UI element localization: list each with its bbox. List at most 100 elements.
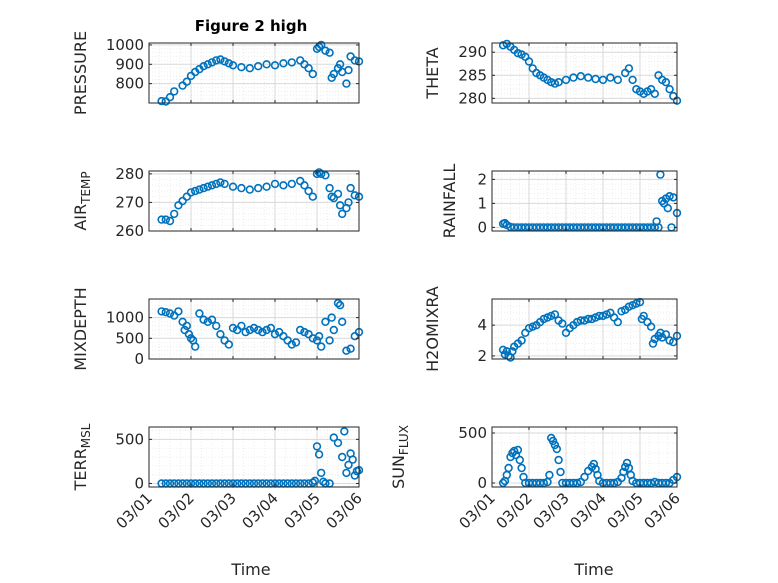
data-point xyxy=(270,179,280,189)
data-point xyxy=(161,308,171,317)
data-point xyxy=(237,62,246,72)
axes-box xyxy=(148,426,360,488)
data-point xyxy=(329,69,338,79)
data-point xyxy=(502,347,511,356)
data-point xyxy=(237,183,246,193)
data-point xyxy=(661,330,671,339)
y-tick-label: 1000 xyxy=(106,36,144,54)
y-tick-label: 500 xyxy=(115,430,144,448)
x-tick-label: 03/04 xyxy=(567,489,610,532)
data-point xyxy=(342,468,351,478)
data-point xyxy=(329,433,338,442)
data-point xyxy=(249,323,259,333)
data-point xyxy=(346,344,355,353)
data-point xyxy=(224,59,234,68)
scatter-series xyxy=(498,433,682,488)
data-point xyxy=(254,61,263,71)
y-tick-label: 800 xyxy=(115,75,144,93)
data-point xyxy=(344,198,353,207)
data-point xyxy=(329,325,338,335)
subplot-h2omixra: 2 4 H2OMIXRA xyxy=(423,286,682,372)
data-point xyxy=(279,332,288,341)
data-point xyxy=(186,188,196,197)
data-point xyxy=(550,310,560,319)
data-point xyxy=(245,185,255,194)
data-point xyxy=(199,315,208,324)
data-point xyxy=(327,313,336,322)
data-point xyxy=(182,192,192,201)
grid xyxy=(491,171,678,231)
data-point xyxy=(287,340,296,349)
data-point xyxy=(195,185,204,194)
axes-box xyxy=(491,298,678,360)
data-point xyxy=(350,191,359,200)
data-point xyxy=(314,450,324,459)
grid xyxy=(148,427,360,487)
data-point xyxy=(325,183,334,193)
data-point xyxy=(199,61,208,71)
x-tick-label: 03/02 xyxy=(155,489,198,532)
data-point xyxy=(550,440,560,450)
data-point xyxy=(346,183,355,193)
data-point xyxy=(254,183,263,193)
y-tick-label: 2 xyxy=(477,347,487,365)
data-point xyxy=(548,436,558,446)
x-tick-label: 03/01 xyxy=(456,489,499,532)
data-point xyxy=(350,56,359,65)
data-point xyxy=(157,307,166,316)
x-tick-label: 03/06 xyxy=(323,489,366,532)
data-point xyxy=(661,77,671,87)
data-point xyxy=(595,311,604,321)
x-tick-label: 03/05 xyxy=(281,489,324,532)
data-point xyxy=(350,471,359,480)
data-point xyxy=(561,75,571,85)
data-point xyxy=(212,179,221,189)
data-point xyxy=(552,444,561,454)
data-point xyxy=(170,311,179,320)
data-point xyxy=(550,79,560,88)
data-point xyxy=(338,317,347,326)
data-point xyxy=(203,60,213,69)
data-point xyxy=(338,209,347,219)
y-tick-label: 500 xyxy=(115,329,144,347)
data-point xyxy=(157,215,166,224)
data-point xyxy=(312,336,322,345)
data-point xyxy=(195,309,204,318)
data-point xyxy=(178,196,187,206)
data-point xyxy=(182,321,192,331)
subplot-mixdepth: 0 500 1000 MIXDEPTH xyxy=(71,287,364,371)
x-axis-label-right: Time xyxy=(573,560,613,579)
x-tick-label: 03/05 xyxy=(604,489,647,532)
data-point xyxy=(191,186,200,196)
data-point xyxy=(304,63,313,73)
y-tick-label: 280 xyxy=(115,165,144,183)
data-point xyxy=(646,322,656,331)
y-tick-label: 290 xyxy=(458,43,487,61)
data-point xyxy=(333,438,343,448)
data-point xyxy=(212,56,221,65)
data-point xyxy=(342,79,351,88)
data-point xyxy=(308,192,317,201)
data-point xyxy=(304,186,313,196)
data-point xyxy=(241,327,250,337)
data-point xyxy=(165,92,175,102)
data-point xyxy=(191,342,200,351)
data-point xyxy=(556,467,565,477)
data-point xyxy=(333,298,343,308)
data-point xyxy=(321,317,330,326)
data-point xyxy=(344,460,353,470)
data-point xyxy=(216,178,225,187)
data-point xyxy=(344,65,353,75)
axes-box xyxy=(148,42,360,104)
data-point xyxy=(317,468,326,478)
data-point xyxy=(203,182,213,191)
x-axis-label-left: Time xyxy=(230,560,270,579)
y-axis-label: RAINFALL xyxy=(440,164,459,239)
y-tick-label: 2 xyxy=(477,170,487,188)
data-point xyxy=(245,63,255,73)
x-tick-label: 03/04 xyxy=(239,489,282,532)
data-point xyxy=(589,459,598,469)
y-tick-label: 280 xyxy=(458,89,487,107)
x-tick-label: 03/03 xyxy=(530,489,573,532)
x-tick-label: 03/01 xyxy=(113,489,156,532)
